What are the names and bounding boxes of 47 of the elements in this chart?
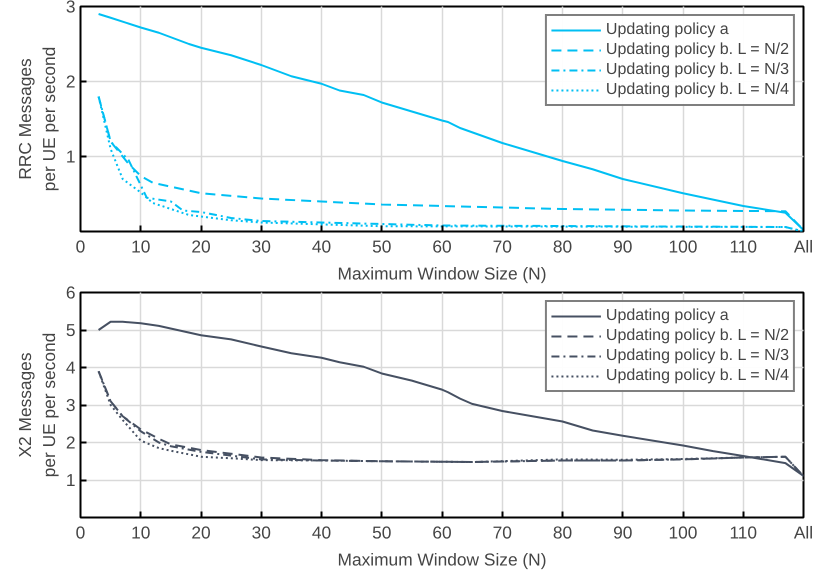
y-tick-label: 2 [66, 432, 76, 452]
x-tick-label: 60 [432, 522, 452, 542]
x-tick-label: 70 [492, 236, 512, 256]
x-tick-label: 10 [131, 522, 150, 542]
legend-label: Updating policy b. L = N/2 [606, 327, 789, 345]
y-tick-label: 5 [66, 320, 76, 340]
y-tick-label: 3 [66, 395, 76, 415]
y-tick-label: 4 [66, 358, 76, 378]
x-tick-label: 20 [191, 522, 211, 542]
x-tick-label: 60 [432, 236, 452, 256]
x-tick-label: 30 [252, 236, 271, 256]
x-tick-label: 100 [668, 522, 698, 542]
y-tick-label: 1 [66, 146, 76, 166]
x-tick-label: 40 [312, 236, 332, 256]
x-tick-label: 90 [613, 236, 632, 256]
y-axis-title: RRC Messages per UE per second [14, 46, 59, 192]
x-tick-label: 70 [492, 522, 512, 542]
y-tick-label: 6 [66, 282, 76, 302]
x-tick-label: 10 [131, 236, 150, 256]
legend-label: Updating policy b. L = N/3 [606, 61, 789, 79]
x-tick-label: 80 [552, 522, 572, 542]
y-tick-label: 1 [66, 470, 76, 490]
x-tick-label: 50 [372, 522, 392, 542]
legend-label: Updating policy a [606, 21, 729, 39]
x-axis-title: Maximum Window Size (N) [338, 550, 546, 570]
y-tick-label: 3 [66, 0, 76, 16]
legend-label: Updating policy a [606, 307, 729, 325]
legend-label: Updating policy b. L = N/4 [606, 81, 789, 99]
x-tick-label: 20 [191, 236, 211, 256]
x-tick-label: 100 [668, 236, 698, 256]
x-axis-title: Maximum Window Size (N) [338, 264, 546, 284]
x-tick-label: 30 [252, 522, 271, 542]
y-axis-title: X2 Messages per UE per second [14, 332, 59, 478]
x-tick-label: 110 [729, 522, 758, 542]
x-tick-label: All [794, 522, 814, 542]
x-tick-label: 50 [372, 236, 392, 256]
x-tick-label: 0 [76, 522, 86, 542]
legend-label: Updating policy b. L = N/3 [606, 347, 789, 365]
x-tick-label: 80 [552, 236, 572, 256]
x-tick-label: 110 [729, 236, 758, 256]
legend-label: Updating policy b. L = N/2 [606, 41, 789, 59]
x-tick-label: All [794, 236, 814, 256]
x-tick-label: 90 [613, 522, 632, 542]
y-tick-label: 2 [66, 72, 76, 92]
legend-label: Updating policy b. L = N/4 [606, 367, 789, 385]
x-tick-label: 0 [76, 236, 86, 256]
x-tick-label: 40 [312, 522, 332, 542]
